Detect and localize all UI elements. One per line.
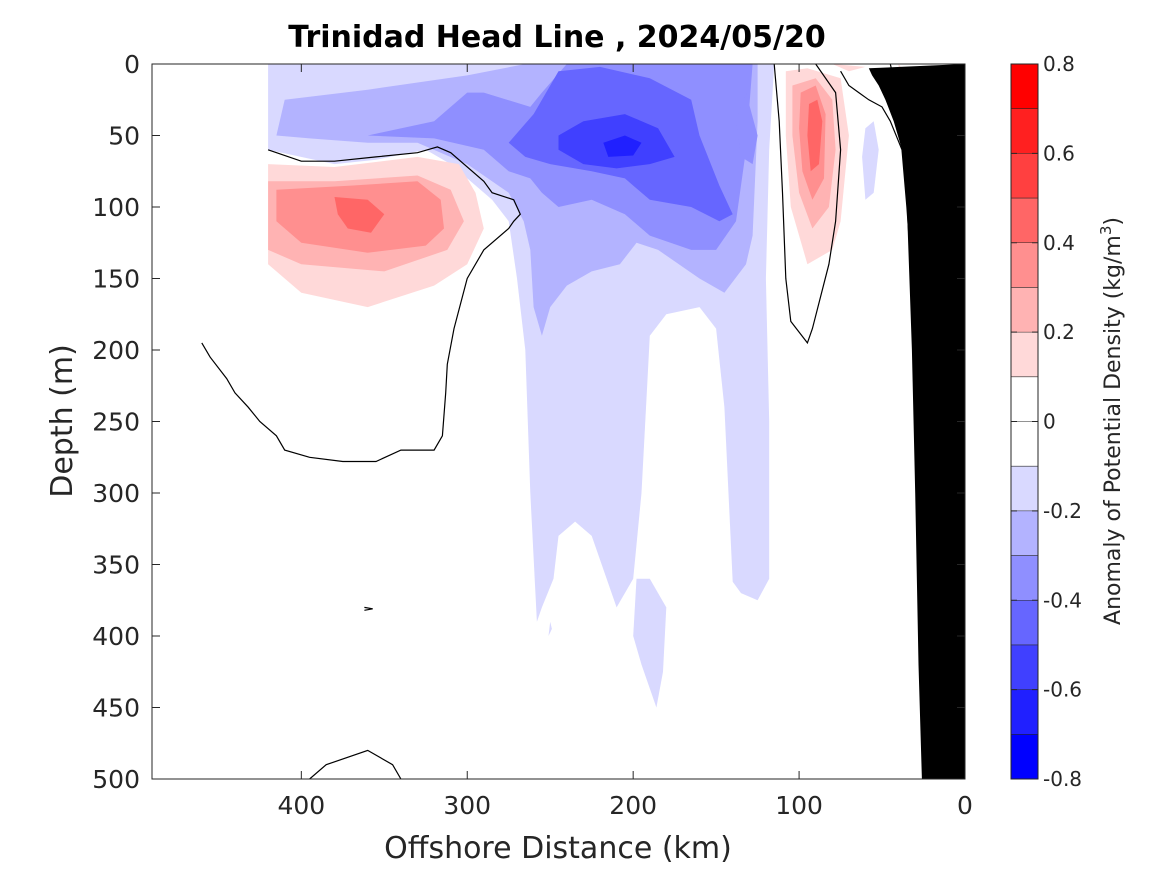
x-axis-label: Offshore Distance (km) xyxy=(384,831,732,866)
colorbar-label-end: ) xyxy=(1101,217,1126,226)
contour-zero-bottom xyxy=(309,749,402,779)
colorbar-swatch xyxy=(1011,108,1038,154)
colorbar-swatch xyxy=(1011,153,1038,199)
y-tick-label: 150 xyxy=(92,265,140,294)
colorbar-tick-label: 0.2 xyxy=(1043,320,1075,344)
colorbar-tick-label: -0.2 xyxy=(1043,499,1082,523)
colorbar-swatch xyxy=(1011,734,1038,780)
colorbar-swatch xyxy=(1011,644,1038,691)
density-region-blue-0.6 xyxy=(603,135,642,157)
x-tick-label: 0 xyxy=(957,791,973,820)
x-tick-label: 300 xyxy=(443,791,491,820)
contour-zero-right xyxy=(773,64,842,345)
colorbar-swatch xyxy=(1011,600,1038,646)
colorbar-swatch xyxy=(1011,689,1038,735)
colorbar-swatch xyxy=(1011,466,1038,512)
colorbar-tick-label: 0.4 xyxy=(1043,231,1075,255)
y-tick-label: 500 xyxy=(92,765,140,794)
colorbar-swatch xyxy=(1011,287,1038,333)
colorbar-swatch xyxy=(1011,332,1038,378)
y-tick-label: 200 xyxy=(92,336,140,365)
colorbar-tick-label: 0.6 xyxy=(1043,141,1075,165)
bathymetry-shelf-bottom xyxy=(868,64,965,779)
colorbar-label-superscript: 3 xyxy=(1097,226,1115,236)
density-region-red-0.4-right xyxy=(807,99,823,172)
colorbar-tick-label: 0 xyxy=(1043,410,1056,434)
contour-zero-upper xyxy=(201,146,522,463)
colorbar-tick-label: -0.4 xyxy=(1043,588,1082,612)
y-tick-label: 50 xyxy=(108,122,140,151)
y-tick-label: 250 xyxy=(92,408,140,437)
density-region-blue-0.3-right xyxy=(736,92,758,165)
density-region-blue-0.1-nearshore xyxy=(862,121,879,200)
y-tick-label: 400 xyxy=(92,622,140,651)
density-region-blue-0.1-patch xyxy=(548,621,552,636)
colorbar-label: Anomaly of Potential Density (kg/m3) xyxy=(1097,217,1126,625)
colorbar-tick-label: -0.6 xyxy=(1043,678,1082,702)
colorbar: 0.8 0.6 0.4 0.2 0 -0.2 -0.4 -0.6 -0.8 xyxy=(1010,52,1082,791)
colorbar-tick-label: -0.8 xyxy=(1043,767,1082,791)
y-tick-label: 300 xyxy=(92,479,140,508)
colorbar-swatch xyxy=(1011,198,1038,244)
y-tick-label: 100 xyxy=(92,193,140,222)
x-tick-label: 400 xyxy=(277,791,325,820)
y-tick-label: 450 xyxy=(92,694,140,723)
y-tick-label: 350 xyxy=(92,551,140,580)
colorbar-swatch xyxy=(1011,64,1038,110)
colorbar-swatch xyxy=(1011,555,1038,601)
y-tick-label: 0 xyxy=(124,50,140,79)
y-axis-label: Depth (m) xyxy=(45,344,80,498)
contour-small-loop xyxy=(364,606,373,611)
chart-title: Trinidad Head Line , 2024/05/20 xyxy=(288,20,825,55)
colorbar-label-main: Anomaly of Potential Density (kg/m xyxy=(1101,235,1126,625)
density-region-red-0.4-left xyxy=(334,197,385,233)
x-tick-label: 200 xyxy=(609,791,657,820)
colorbar-swatch xyxy=(1011,242,1038,288)
colorbar-tick-label: 0.8 xyxy=(1043,52,1075,76)
colorbar-swatch xyxy=(1011,421,1038,467)
colorbar-swatch xyxy=(1011,376,1038,422)
x-tick-label: 100 xyxy=(775,791,823,820)
colorbar-swatch xyxy=(1011,510,1038,557)
density-region-red-0.1-top-c xyxy=(832,64,866,72)
density-region-blue-0.1-plume xyxy=(633,578,667,708)
